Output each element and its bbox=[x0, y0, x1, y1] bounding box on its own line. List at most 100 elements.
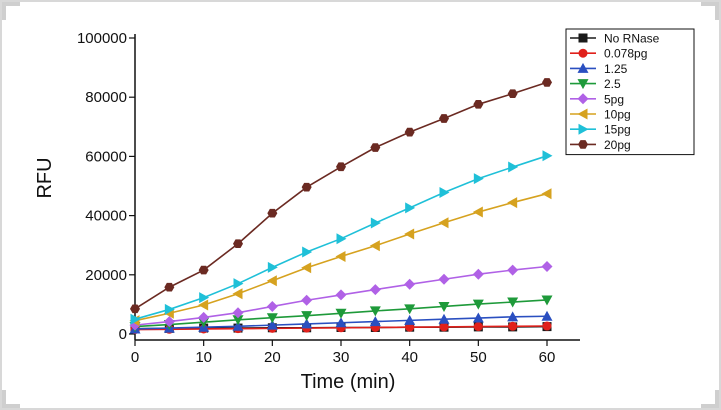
data-point bbox=[163, 316, 175, 328]
y-tick-label: 40000 bbox=[85, 208, 127, 225]
y-tick-label: 100000 bbox=[77, 30, 127, 47]
data-point bbox=[233, 278, 244, 290]
axes: 0 10 20 30 40 50 60 0 20000 40000 60000 80000 100000 bbox=[77, 30, 580, 366]
data-point bbox=[438, 273, 450, 285]
data-point bbox=[507, 311, 519, 322]
data-point bbox=[301, 318, 313, 329]
x-tick-label: 50 bbox=[470, 349, 487, 366]
legend-label: 1.25 bbox=[604, 62, 628, 76]
data-point bbox=[472, 268, 484, 280]
data-point bbox=[507, 264, 519, 276]
series-10pg bbox=[129, 188, 552, 327]
legend-marker bbox=[578, 140, 588, 149]
data-point bbox=[439, 114, 449, 123]
data-point bbox=[302, 246, 313, 258]
x-tick-label: 0 bbox=[131, 349, 139, 366]
data-point bbox=[541, 295, 553, 306]
data-point bbox=[473, 173, 484, 185]
data-point bbox=[472, 206, 483, 218]
data-point bbox=[198, 265, 209, 275]
data-point bbox=[473, 322, 483, 332]
x-tick-label: 10 bbox=[195, 349, 212, 366]
data-point bbox=[473, 99, 484, 109]
data-point bbox=[266, 300, 278, 312]
data-point bbox=[541, 188, 552, 200]
data-point bbox=[370, 143, 381, 152]
legend-entry: 15pg bbox=[570, 123, 631, 137]
data-point bbox=[232, 315, 244, 326]
data-point bbox=[404, 278, 416, 290]
y-tick-label: 80000 bbox=[85, 89, 127, 106]
data-point bbox=[266, 313, 278, 324]
data-point bbox=[335, 289, 347, 301]
series-20pg bbox=[130, 78, 552, 314]
data-point bbox=[507, 197, 518, 209]
data-point bbox=[266, 319, 278, 330]
x-tick-label: 20 bbox=[264, 349, 281, 366]
legend-entry: No RNase bbox=[570, 32, 660, 46]
frame-corner bbox=[701, 390, 719, 408]
legend-marker bbox=[577, 93, 589, 105]
data-point bbox=[301, 294, 313, 306]
legend-box bbox=[565, 28, 695, 156]
data-point bbox=[405, 322, 415, 332]
data-point bbox=[439, 187, 450, 199]
y-axis-title: RFU bbox=[34, 157, 56, 198]
data-point bbox=[266, 275, 277, 287]
frame-corner bbox=[701, 2, 719, 20]
legend-marker bbox=[578, 123, 589, 135]
legend-entry: 0.078pg bbox=[570, 47, 647, 61]
data-point bbox=[404, 314, 416, 325]
data-point bbox=[232, 307, 244, 319]
data-point bbox=[198, 311, 210, 323]
data-point bbox=[508, 321, 518, 331]
data-point bbox=[369, 240, 380, 252]
x-axis-title: Time (min) bbox=[301, 371, 396, 393]
data-point bbox=[507, 297, 519, 308]
data-point bbox=[404, 228, 415, 240]
legend-label: 2.5 bbox=[604, 77, 621, 91]
legend-entry: 1.25 bbox=[570, 62, 628, 76]
legend-entry: 10pg bbox=[570, 108, 631, 122]
data-point bbox=[404, 127, 415, 137]
frame-corner bbox=[2, 390, 20, 408]
data-point bbox=[267, 208, 278, 218]
series-layer bbox=[129, 78, 553, 335]
x-tick-label: 60 bbox=[539, 349, 556, 366]
data-point bbox=[405, 202, 416, 214]
data-point bbox=[507, 89, 518, 98]
data-point bbox=[130, 304, 140, 314]
data-point bbox=[232, 320, 244, 331]
data-point bbox=[336, 162, 346, 172]
data-point bbox=[542, 321, 552, 331]
legend-marker bbox=[577, 79, 589, 90]
data-point bbox=[335, 317, 347, 328]
data-point bbox=[369, 306, 381, 317]
series-line bbox=[134, 81, 548, 310]
frame-corner bbox=[2, 2, 20, 20]
data-point bbox=[369, 316, 381, 327]
legend-label: 10pg bbox=[604, 108, 631, 122]
data-point bbox=[508, 161, 519, 173]
data-point bbox=[438, 313, 450, 324]
data-point bbox=[232, 288, 243, 300]
legend-label: 0.078pg bbox=[604, 47, 647, 61]
legend-label: 20pg bbox=[604, 138, 631, 152]
data-point bbox=[438, 217, 449, 229]
legend-marker bbox=[578, 33, 588, 43]
legend-marker bbox=[578, 48, 588, 58]
data-point bbox=[164, 303, 175, 315]
data-point bbox=[542, 150, 553, 162]
x-tick-label: 30 bbox=[333, 349, 350, 366]
data-point bbox=[335, 308, 347, 319]
legend-entry: 20pg bbox=[570, 138, 631, 152]
y-tick-label: 20000 bbox=[85, 267, 127, 284]
data-point bbox=[267, 261, 278, 273]
data-point bbox=[336, 233, 347, 245]
data-point bbox=[130, 313, 141, 325]
y-tick-label: 60000 bbox=[85, 148, 127, 165]
legend-label: 5pg bbox=[604, 92, 624, 106]
